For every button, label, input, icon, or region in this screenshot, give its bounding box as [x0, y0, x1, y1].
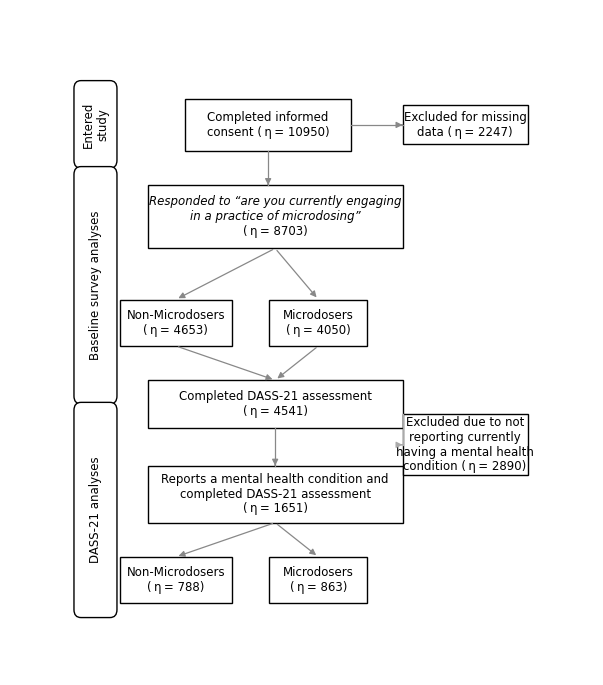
Text: ( η = 863): ( η = 863): [289, 581, 347, 594]
FancyBboxPatch shape: [148, 466, 403, 523]
FancyBboxPatch shape: [74, 166, 117, 404]
FancyBboxPatch shape: [74, 402, 117, 618]
FancyBboxPatch shape: [403, 414, 528, 475]
Text: ( η = 4541): ( η = 4541): [242, 405, 308, 418]
Text: Completed DASS-21 assessment: Completed DASS-21 assessment: [178, 390, 371, 403]
Text: Reports a mental health condition and: Reports a mental health condition and: [162, 473, 389, 486]
Text: reporting currently: reporting currently: [409, 431, 521, 444]
Text: completed DASS-21 assessment: completed DASS-21 assessment: [180, 488, 371, 501]
Text: Excluded due to not: Excluded due to not: [406, 416, 525, 429]
Text: Non-Microdosers: Non-Microdosers: [127, 309, 225, 322]
Text: Baseline survey analyses: Baseline survey analyses: [89, 210, 102, 360]
Text: ( η = 1651): ( η = 1651): [242, 502, 308, 515]
FancyBboxPatch shape: [120, 299, 232, 346]
Text: having a mental health: having a mental health: [396, 446, 534, 459]
FancyBboxPatch shape: [148, 380, 403, 427]
Text: ( η = 4653): ( η = 4653): [144, 323, 208, 336]
Text: condition ( η = 2890): condition ( η = 2890): [403, 460, 527, 473]
FancyBboxPatch shape: [185, 99, 351, 151]
Text: data ( η = 2247): data ( η = 2247): [417, 125, 513, 138]
Text: Responded to “are you currently engaging: Responded to “are you currently engaging: [149, 195, 402, 208]
Text: Excluded for missing: Excluded for missing: [403, 111, 526, 124]
Text: in a practice of microdosing”: in a practice of microdosing”: [190, 210, 361, 223]
Text: Microdosers: Microdosers: [283, 309, 354, 322]
FancyBboxPatch shape: [120, 557, 232, 603]
Text: Entered
study: Entered study: [81, 101, 110, 147]
FancyBboxPatch shape: [403, 105, 528, 145]
Text: Microdosers: Microdosers: [283, 566, 354, 580]
Text: ( η = 788): ( η = 788): [147, 581, 204, 594]
Text: Non-Microdosers: Non-Microdosers: [127, 566, 225, 580]
FancyBboxPatch shape: [270, 557, 367, 603]
Text: ( η = 8703): ( η = 8703): [243, 225, 308, 238]
Text: ( η = 4050): ( η = 4050): [286, 323, 351, 336]
Text: Completed informed: Completed informed: [207, 111, 329, 124]
FancyBboxPatch shape: [148, 185, 403, 249]
Text: consent ( η = 10950): consent ( η = 10950): [207, 126, 329, 139]
Text: DASS-21 analyses: DASS-21 analyses: [89, 457, 102, 563]
FancyBboxPatch shape: [270, 299, 367, 346]
FancyBboxPatch shape: [74, 81, 117, 169]
